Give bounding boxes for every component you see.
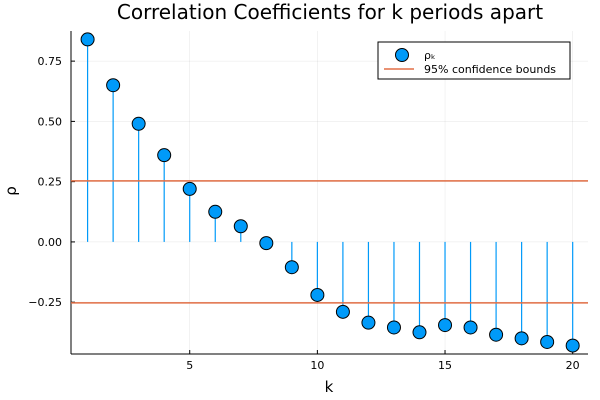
x-tick-label: 10 [310, 359, 324, 372]
y-tick-label: 0.00 [38, 236, 63, 249]
data-point [157, 148, 172, 163]
data-point [131, 116, 146, 131]
data-point [361, 315, 376, 330]
y-axis-label: ρ [2, 186, 20, 196]
plot-area [71, 32, 588, 353]
data-point [540, 334, 555, 349]
data-point [80, 32, 95, 47]
data-point [310, 287, 325, 302]
y-tick-label: 0.50 [38, 115, 63, 128]
x-tick-label: 20 [566, 359, 580, 372]
legend-label-rho: ρₖ [424, 49, 436, 62]
data-point [412, 325, 427, 340]
data-point [259, 236, 274, 251]
data-point [489, 327, 504, 342]
axes: 5 10 15 20 −0.25 0.00 0.25 0.50 0.75 [28, 31, 588, 372]
legend-box [377, 41, 571, 80]
data-point [208, 204, 223, 219]
data-point [233, 219, 248, 234]
chart-title: Correlation Coefficients for k periods a… [117, 0, 543, 24]
legend-label-bounds: 95% confidence bounds [424, 63, 556, 76]
data-point [335, 304, 350, 319]
x-tick-label: 15 [438, 359, 452, 372]
y-tick-label: 0.75 [38, 55, 63, 68]
x-axis-label: k [325, 378, 334, 396]
data-point [182, 181, 197, 196]
data-point [386, 320, 401, 335]
legend: ρₖ 95% confidence bounds [377, 41, 571, 80]
data-point [106, 78, 121, 93]
data-point [438, 318, 453, 333]
x-tick-label: 5 [186, 359, 193, 372]
data-point [284, 260, 299, 275]
legend-marker-rho [395, 48, 409, 62]
y-tick-label: −0.25 [28, 296, 62, 309]
data-point [565, 338, 580, 353]
data-point [514, 331, 529, 346]
data-point [463, 320, 478, 335]
y-tick-label: 0.25 [38, 176, 63, 189]
